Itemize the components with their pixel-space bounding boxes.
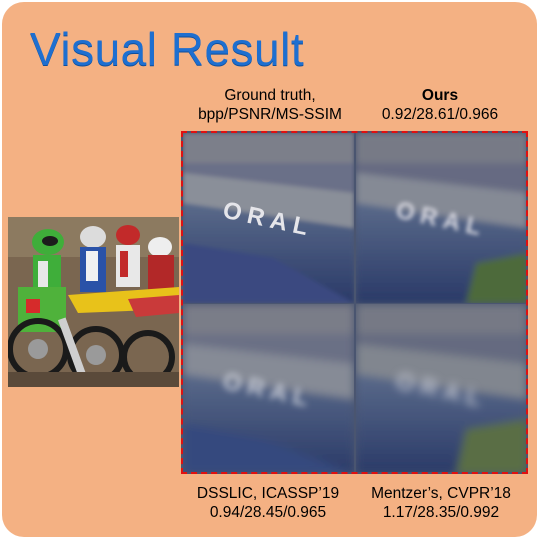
crop-dsslic: ORAL xyxy=(183,304,354,472)
caption-ours: Ours 0.92/28.61/0.966 xyxy=(355,86,525,124)
caption-ground-truth: Ground truth, bpp/PSNR/MS-SSIM xyxy=(185,86,355,124)
caption-dsslic-name: DSSLIC, ICASSP’19 xyxy=(196,485,340,502)
comparison-crops-grid: ORAL ORAL O xyxy=(181,131,528,474)
caption-mentzer-name: Mentzer’s, CVPR’18 xyxy=(371,485,511,502)
crop-ours: ORAL xyxy=(356,133,526,303)
caption-ours-name: Ours xyxy=(421,87,459,104)
crop-ground-truth: ORAL xyxy=(183,133,354,303)
caption-dsslic: DSSLIC, ICASSP’19 0.94/28.45/0.965 xyxy=(183,484,353,522)
caption-ground-truth-line2: bpp/PSNR/MS-SSIM xyxy=(198,106,342,123)
caption-dsslic-metrics: 0.94/28.45/0.965 xyxy=(209,504,327,521)
caption-mentzer-metrics: 1.17/28.35/0.992 xyxy=(382,504,500,521)
motocross-photo xyxy=(8,217,179,387)
original-image-thumbnail xyxy=(8,217,179,387)
slide-title: Visual Result xyxy=(30,23,305,75)
crop-mentzer: ORAL xyxy=(356,304,526,472)
caption-ground-truth-line1: Ground truth, xyxy=(224,87,316,104)
caption-mentzer: Mentzer’s, CVPR’18 1.17/28.35/0.992 xyxy=(353,484,529,522)
caption-ours-metrics: 0.92/28.61/0.966 xyxy=(381,106,499,123)
